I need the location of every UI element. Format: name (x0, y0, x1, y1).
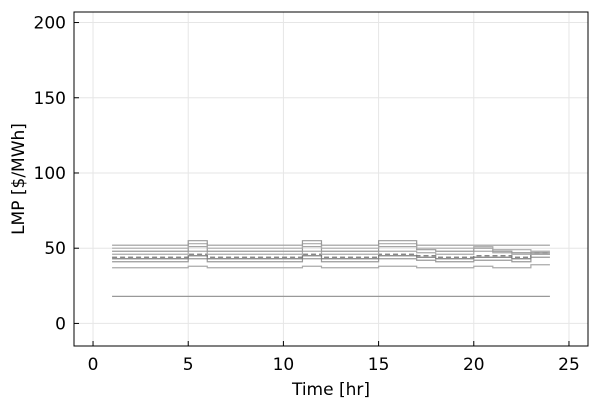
lmp-series-line-6 (112, 250, 550, 255)
series-lines (112, 240, 550, 297)
y-tick-label: 150 (34, 89, 66, 109)
grid-lines (74, 12, 588, 346)
y-tick-label: 0 (55, 314, 66, 334)
axis-ticks: 0 5 10 15 20 25 0 50 100 150 200 (34, 14, 580, 375)
lmp-series-line-8 (112, 243, 550, 252)
x-axis-label: Time [hr] (291, 380, 370, 400)
lmp-series-line-9 (112, 240, 550, 246)
x-tick-label: 10 (273, 355, 295, 375)
x-tick-label: 20 (463, 355, 485, 375)
x-tick-label: 25 (558, 355, 580, 375)
lmp-series-line-5 (112, 252, 550, 258)
y-tick-label: 50 (44, 239, 66, 259)
x-tick-label: 0 (88, 355, 99, 375)
y-axis-label: LMP [$/MWh] (9, 123, 29, 235)
y-tick-label: 100 (34, 164, 66, 184)
y-tick-label: 200 (34, 14, 66, 34)
plot-frame (73, 11, 589, 347)
lmp-series-line-7 (112, 246, 550, 254)
x-tick-label: 5 (183, 355, 194, 375)
lmp-series-line-3 (112, 256, 550, 263)
lmp-series-line-4 (112, 253, 550, 260)
x-tick-label: 15 (368, 355, 390, 375)
lmp-series-line-2 (112, 264, 550, 269)
